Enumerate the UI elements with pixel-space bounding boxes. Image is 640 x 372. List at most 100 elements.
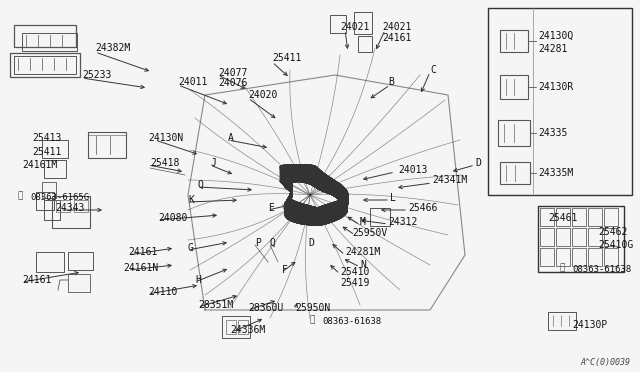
Text: 28351M: 28351M bbox=[198, 300, 233, 310]
Bar bbox=[572, 228, 586, 246]
Text: B: B bbox=[388, 77, 394, 87]
Text: 25411: 25411 bbox=[32, 147, 61, 157]
Text: M: M bbox=[360, 217, 366, 227]
Text: 24382M: 24382M bbox=[95, 43, 131, 53]
Text: 24161: 24161 bbox=[382, 33, 412, 43]
Text: 24161: 24161 bbox=[128, 247, 157, 257]
Text: 24341M: 24341M bbox=[432, 175, 467, 185]
Text: 25950N: 25950N bbox=[295, 303, 330, 313]
Text: Q: Q bbox=[270, 238, 276, 248]
Bar bbox=[330, 15, 346, 33]
Text: D: D bbox=[308, 238, 314, 248]
Text: 28360U: 28360U bbox=[248, 303, 284, 313]
Text: Q: Q bbox=[198, 180, 204, 190]
Text: 25419: 25419 bbox=[340, 278, 369, 288]
Text: 24080: 24080 bbox=[158, 213, 188, 223]
Text: 24161: 24161 bbox=[22, 275, 51, 285]
Text: 08363-61638: 08363-61638 bbox=[572, 266, 631, 275]
Text: 24011: 24011 bbox=[178, 77, 207, 87]
Bar bbox=[68, 274, 90, 292]
Bar bbox=[354, 12, 372, 34]
Bar bbox=[68, 252, 93, 270]
Bar bbox=[488, 8, 632, 195]
Text: 24335: 24335 bbox=[538, 128, 568, 138]
Text: 24130R: 24130R bbox=[538, 82, 573, 92]
Text: 25418: 25418 bbox=[150, 158, 179, 168]
Text: 08363-6165G: 08363-6165G bbox=[30, 193, 89, 202]
Text: A^C(0)0039: A^C(0)0039 bbox=[580, 357, 630, 366]
Text: 24110: 24110 bbox=[148, 287, 177, 297]
Text: L: L bbox=[390, 193, 396, 203]
Text: 24077: 24077 bbox=[218, 68, 248, 78]
Bar bbox=[238, 320, 248, 334]
Bar bbox=[500, 162, 530, 184]
Bar bbox=[56, 200, 70, 212]
Text: K: K bbox=[188, 195, 194, 205]
Text: 25466: 25466 bbox=[408, 203, 437, 213]
Text: 24013: 24013 bbox=[398, 165, 428, 175]
Text: N: N bbox=[360, 260, 366, 270]
Bar bbox=[588, 228, 602, 246]
Text: C: C bbox=[430, 65, 436, 75]
Text: 25462: 25462 bbox=[598, 227, 627, 237]
Bar bbox=[500, 30, 528, 52]
Bar bbox=[10, 53, 80, 77]
Text: 24312: 24312 bbox=[388, 217, 417, 227]
Bar bbox=[42, 182, 56, 198]
Bar bbox=[572, 248, 586, 266]
Text: 24021: 24021 bbox=[382, 22, 412, 32]
Bar bbox=[44, 160, 66, 178]
Text: J: J bbox=[210, 158, 216, 168]
Bar bbox=[540, 228, 554, 246]
Bar bbox=[36, 252, 64, 272]
Bar bbox=[556, 248, 570, 266]
Text: 25411: 25411 bbox=[272, 53, 301, 63]
Text: 25233: 25233 bbox=[82, 70, 111, 80]
Bar bbox=[222, 316, 250, 338]
Bar bbox=[52, 196, 90, 228]
Text: 25461: 25461 bbox=[548, 213, 577, 223]
Text: 24161M: 24161M bbox=[22, 160, 57, 170]
Text: 25950V: 25950V bbox=[352, 228, 387, 238]
Bar bbox=[540, 248, 554, 266]
Bar bbox=[572, 208, 586, 226]
Bar bbox=[22, 33, 77, 51]
Text: 24161N: 24161N bbox=[123, 263, 158, 273]
Bar bbox=[604, 248, 618, 266]
Bar bbox=[588, 248, 602, 266]
Bar bbox=[14, 56, 76, 74]
Bar bbox=[540, 208, 554, 226]
Bar bbox=[226, 320, 236, 334]
Text: G: G bbox=[188, 243, 194, 253]
Bar bbox=[604, 228, 618, 246]
Text: 24130N: 24130N bbox=[148, 133, 183, 143]
Text: 24021: 24021 bbox=[340, 22, 369, 32]
Text: P: P bbox=[255, 238, 261, 248]
Bar bbox=[604, 208, 618, 226]
Text: Ⓢ: Ⓢ bbox=[18, 192, 24, 201]
Bar bbox=[538, 206, 624, 272]
Bar bbox=[556, 208, 570, 226]
Bar bbox=[370, 208, 390, 226]
Text: Ⓢ: Ⓢ bbox=[310, 315, 316, 324]
Text: A: A bbox=[228, 133, 234, 143]
Text: E: E bbox=[268, 203, 274, 213]
Text: F: F bbox=[282, 265, 288, 275]
Bar bbox=[36, 192, 54, 210]
Bar bbox=[500, 75, 528, 99]
Bar bbox=[588, 208, 602, 226]
Bar bbox=[42, 140, 68, 158]
Bar bbox=[44, 200, 60, 220]
Bar bbox=[548, 312, 576, 330]
Text: 25413: 25413 bbox=[32, 133, 61, 143]
Text: 24335M: 24335M bbox=[538, 168, 573, 178]
Text: 24336M: 24336M bbox=[230, 325, 265, 335]
Text: 24130Q: 24130Q bbox=[538, 31, 573, 41]
Text: 24076: 24076 bbox=[218, 78, 248, 88]
Text: 25410: 25410 bbox=[340, 267, 369, 277]
Bar bbox=[556, 228, 570, 246]
Text: 24130P: 24130P bbox=[572, 320, 607, 330]
Bar bbox=[358, 36, 372, 52]
Text: 24281: 24281 bbox=[538, 44, 568, 54]
Text: 24281M: 24281M bbox=[345, 247, 380, 257]
